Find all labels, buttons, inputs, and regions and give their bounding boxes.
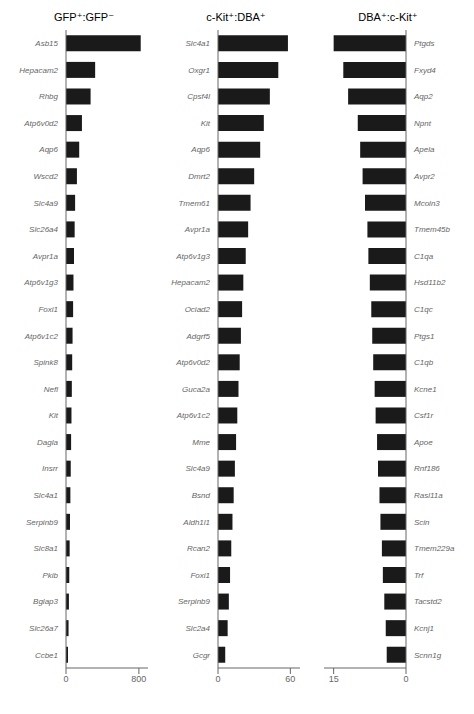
svg-text:Cpsf4l: Cpsf4l — [187, 92, 210, 101]
svg-text:Kcne1: Kcne1 — [414, 385, 437, 394]
svg-text:Bsnd: Bsnd — [192, 491, 211, 500]
svg-text:0: 0 — [215, 674, 220, 684]
svg-text:Aqp6: Aqp6 — [38, 145, 58, 154]
svg-text:Pkib: Pkib — [42, 571, 58, 580]
svg-text:Serpinb9: Serpinb9 — [178, 597, 211, 606]
svg-text:Aqp2: Aqp2 — [413, 92, 433, 101]
svg-text:Slc26a4: Slc26a4 — [29, 225, 58, 234]
svg-text:Slc8a1: Slc8a1 — [34, 544, 58, 553]
svg-text:Rhbg: Rhbg — [39, 92, 59, 101]
svg-text:Tmem45b: Tmem45b — [414, 225, 451, 234]
svg-text:Tacstd2: Tacstd2 — [414, 597, 442, 606]
svg-text:Rcan2: Rcan2 — [187, 544, 211, 553]
svg-text:Kit: Kit — [201, 119, 211, 128]
svg-text:Atp6v1c2: Atp6v1c2 — [176, 411, 211, 420]
svg-text:Slc4a9: Slc4a9 — [186, 464, 211, 473]
svg-text:Adgrf5: Adgrf5 — [185, 332, 210, 341]
svg-text:0: 0 — [403, 674, 408, 684]
svg-text:C1qa: C1qa — [414, 252, 434, 261]
svg-text:Ptgs1: Ptgs1 — [414, 332, 434, 341]
svg-text:60: 60 — [285, 674, 295, 684]
svg-text:Rnf186: Rnf186 — [414, 464, 440, 473]
html-text:c-Kit⁺:DBA⁺: c-Kit⁺:DBA⁺ — [206, 11, 266, 23]
svg-text:Dagla: Dagla — [37, 438, 58, 447]
svg-text:Atp6v1g3: Atp6v1g3 — [175, 252, 210, 261]
svg-text:Insrr: Insrr — [42, 464, 58, 473]
svg-text:Atp6v1g3: Atp6v1g3 — [23, 278, 58, 287]
svg-text:Nefl: Nefl — [44, 385, 58, 394]
svg-text:Bglap3: Bglap3 — [33, 597, 58, 606]
svg-text:15: 15 — [329, 674, 339, 684]
svg-text:Ptgds: Ptgds — [414, 39, 434, 48]
svg-text:Trf: Trf — [414, 571, 424, 580]
svg-text:Avpr1a: Avpr1a — [32, 252, 59, 261]
svg-text:Hepacam2: Hepacam2 — [19, 66, 58, 75]
svg-text:Mcoln3: Mcoln3 — [414, 199, 440, 208]
svg-text:Asb15: Asb15 — [34, 39, 58, 48]
svg-text:Atp6v0d2: Atp6v0d2 — [23, 119, 58, 128]
svg-text:Atp6v1c2: Atp6v1c2 — [24, 332, 59, 341]
svg-text:Spink8: Spink8 — [34, 358, 59, 367]
svg-text:Scin: Scin — [414, 518, 430, 527]
svg-text:Oxgr1: Oxgr1 — [188, 66, 210, 75]
svg-text:Aqp6: Aqp6 — [190, 145, 210, 154]
svg-text:Tmem61: Tmem61 — [178, 199, 210, 208]
svg-text:Gcgr: Gcgr — [193, 651, 211, 660]
svg-text:C1qc: C1qc — [414, 305, 433, 314]
svg-text:Apela: Apela — [413, 145, 435, 154]
svg-text:Csf1r: Csf1r — [414, 411, 433, 420]
svg-text:Slc4a1: Slc4a1 — [34, 491, 58, 500]
svg-text:Dmrt2: Dmrt2 — [188, 172, 210, 181]
svg-text:Slc2a4: Slc2a4 — [186, 624, 211, 633]
svg-text:Guca2a: Guca2a — [182, 385, 211, 394]
svg-text:Atp6v0d2: Atp6v0d2 — [175, 358, 210, 367]
svg-text:800: 800 — [131, 674, 146, 684]
svg-text:Hepacam2: Hepacam2 — [171, 278, 210, 287]
svg-text:Kcnj1: Kcnj1 — [414, 624, 434, 633]
html-text:DBA⁺:c-Kit⁺: DBA⁺:c-Kit⁺ — [358, 11, 418, 23]
html-text:GFP⁺:GFP⁻: GFP⁺:GFP⁻ — [54, 11, 114, 23]
svg-text:Wscd2: Wscd2 — [34, 172, 59, 181]
svg-text:Avpr1a: Avpr1a — [184, 225, 211, 234]
svg-text:Avpr2: Avpr2 — [413, 172, 435, 181]
svg-text:Slc4a9: Slc4a9 — [34, 199, 59, 208]
svg-text:Foxi1: Foxi1 — [190, 571, 210, 580]
svg-text:Foxi1: Foxi1 — [38, 305, 58, 314]
svg-text:Mme: Mme — [192, 438, 210, 447]
svg-text:Rasl11a: Rasl11a — [414, 491, 443, 500]
svg-text:Fxyd4: Fxyd4 — [414, 66, 436, 75]
svg-text:Slc26a7: Slc26a7 — [29, 624, 58, 633]
svg-text:C1qb: C1qb — [414, 358, 434, 367]
svg-text:Kit: Kit — [49, 411, 59, 420]
svg-text:Apoe: Apoe — [413, 438, 433, 447]
svg-text:Scnn1g: Scnn1g — [414, 651, 442, 660]
svg-text:Npnt: Npnt — [414, 119, 432, 128]
svg-text:Slc4a1: Slc4a1 — [186, 39, 210, 48]
svg-text:Ccbe1: Ccbe1 — [35, 651, 58, 660]
svg-text:Hsd11b2: Hsd11b2 — [414, 278, 446, 287]
svg-text:Ociad2: Ociad2 — [185, 305, 211, 314]
svg-text:Aldh1l1: Aldh1l1 — [182, 518, 210, 527]
svg-text:0: 0 — [63, 674, 68, 684]
svg-text:Serpinb9: Serpinb9 — [26, 518, 59, 527]
svg-text:Tmem229a: Tmem229a — [414, 544, 455, 553]
